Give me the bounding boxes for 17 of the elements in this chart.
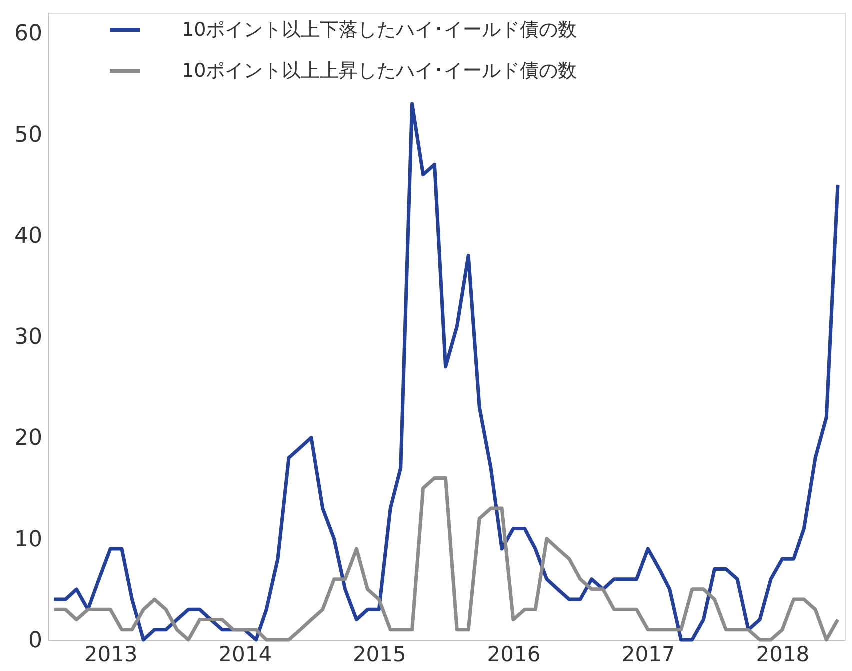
x-tick-label: 2013 [84, 642, 138, 666]
y-tick-label: 40 [14, 224, 42, 249]
line-series [52, 476, 840, 642]
y-tick-label: 30 [14, 325, 42, 350]
x-tick-label: 2018 [756, 642, 810, 666]
y-tick-label: 10 [14, 527, 42, 552]
line-series [52, 102, 840, 642]
y-tick-label: 0 [28, 628, 42, 654]
x-tick-label: 2017 [622, 642, 676, 666]
x-tick-label: 2015 [352, 642, 406, 666]
legend-label: 10ポイント以上下落したハイ･イールド債の数 [182, 19, 578, 41]
y-tick-label: 20 [14, 426, 42, 452]
y-tick-label: 60 [14, 22, 42, 47]
x-tick-label: 2016 [487, 642, 541, 666]
legend-label: 10ポイント以上上昇したハイ･イールド債の数 [182, 60, 578, 82]
y-tick-label: 50 [14, 122, 42, 148]
x-tick-label: 2014 [218, 642, 272, 666]
